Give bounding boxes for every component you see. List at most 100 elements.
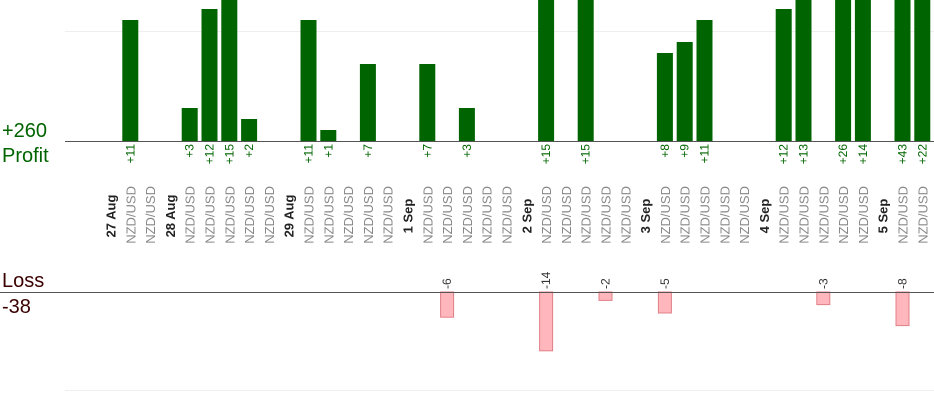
pair-label: NZD/USD: [816, 186, 831, 244]
pair-label: NZD/USD: [500, 186, 515, 244]
date-label: 1 Sep: [401, 199, 416, 234]
date-label: 27 Aug: [104, 195, 119, 238]
loss-value-label: -2: [599, 278, 613, 289]
profit-label: Profit: [2, 145, 49, 167]
loss-value-label: -14: [539, 271, 553, 289]
profit-bar: [122, 20, 139, 141]
pair-label: NZD/USD: [777, 186, 792, 244]
pair-label: NZD/USD: [222, 186, 237, 244]
pair-label: NZD/USD: [361, 186, 376, 244]
date-label: 4 Sep: [757, 199, 772, 234]
profit-value-label: +22: [915, 144, 929, 165]
pair-label: NZD/USD: [856, 186, 871, 244]
profit-bar: [320, 130, 337, 141]
date-label: 2 Sep: [519, 199, 534, 234]
profit-value-label: +12: [203, 144, 217, 165]
loss-value-label: -8: [896, 278, 910, 289]
profit-value-label: +3: [460, 144, 474, 158]
profit-value-label: +11: [698, 144, 712, 164]
profit-bar: [359, 64, 376, 141]
loss-bar: [598, 291, 613, 301]
date-label: 29 Aug: [282, 195, 297, 238]
pair-label: NZD/USD: [915, 186, 930, 244]
pair-label: NZD/USD: [658, 186, 673, 244]
pair-label: NZD/USD: [341, 186, 356, 244]
pair-label: NZD/USD: [143, 186, 158, 244]
profit-value-label: +15: [222, 144, 236, 165]
profit-bar: [676, 42, 693, 141]
profit-bar: [656, 53, 673, 141]
profit-value-label: +7: [420, 144, 434, 158]
profit-bar: [221, 0, 238, 141]
pair-label: NZD/USD: [321, 186, 336, 244]
pair-label: NZD/USD: [896, 186, 911, 244]
date-label: 3 Sep: [638, 199, 653, 234]
profit-bar: [914, 0, 931, 141]
pair-label: NZD/USD: [678, 186, 693, 244]
profit-value-label: +26: [836, 144, 850, 165]
profit-bar: [419, 64, 436, 141]
date-label: 28 Aug: [163, 195, 178, 238]
profit-value-label: +3: [183, 144, 197, 158]
profit-bar: [241, 119, 258, 141]
profit-bar: [458, 108, 475, 141]
profit-value-label: +14: [856, 144, 870, 165]
pair-label: NZD/USD: [242, 186, 257, 244]
profit-bar: [201, 9, 218, 141]
profit-value-label: +8: [658, 144, 672, 158]
pair-label: NZD/USD: [559, 186, 574, 244]
pair-label: NZD/USD: [539, 186, 554, 244]
pair-label: NZD/USD: [480, 186, 495, 244]
profit-total: +260: [2, 120, 48, 142]
pair-label: NZD/USD: [618, 186, 633, 244]
profit-value-label: +15: [539, 144, 553, 165]
profit-bar: [181, 108, 198, 141]
pair-label: NZD/USD: [737, 186, 752, 244]
loss-value-label: -6: [440, 278, 454, 289]
profit-bar: [795, 0, 812, 141]
profit-bar: [835, 0, 852, 141]
pair-label: NZD/USD: [579, 186, 594, 244]
loss-label: Loss: [2, 270, 45, 292]
profit-value-label: +43: [896, 144, 910, 165]
pair-label: NZD/USD: [302, 186, 317, 244]
loss-bar: [895, 291, 910, 327]
pair-label: NZD/USD: [599, 186, 614, 244]
profit-bar: [300, 20, 317, 141]
pair-label: NZD/USD: [440, 186, 455, 244]
profit-value-label: +2: [242, 144, 256, 158]
profit-value-label: +1: [321, 144, 335, 158]
profit-value-label: +15: [579, 144, 593, 165]
pair-label: NZD/USD: [797, 186, 812, 244]
profit-value-label: +11: [302, 144, 316, 164]
profit-bar: [775, 9, 792, 141]
profit-bar: [854, 0, 871, 141]
loss-bar: [440, 291, 455, 318]
pair-label: NZD/USD: [717, 186, 732, 244]
loss-value-label: -5: [658, 278, 672, 289]
loss-bar: [539, 291, 554, 352]
profit-value-label: +11: [123, 144, 137, 164]
pair-label: NZD/USD: [460, 186, 475, 244]
profit-value-label: +9: [678, 144, 692, 158]
pair-label: NZD/USD: [203, 186, 218, 244]
loss-value-label: -3: [816, 278, 830, 289]
pair-label: NZD/USD: [836, 186, 851, 244]
profit-bar: [538, 0, 555, 141]
date-label: 5 Sep: [876, 199, 891, 234]
loss-bar: [816, 291, 831, 306]
profit-bar: [696, 20, 713, 141]
loss-total: -38: [2, 296, 31, 318]
profit-bar: [894, 0, 911, 141]
pair-label: NZD/USD: [262, 186, 277, 244]
profit-bar: [577, 0, 594, 141]
pair-label: NZD/USD: [381, 186, 396, 244]
pair-label: NZD/USD: [698, 186, 713, 244]
pair-label: NZD/USD: [420, 186, 435, 244]
pair-label: NZD/USD: [183, 186, 198, 244]
profit-value-label: +12: [777, 144, 791, 165]
pair-label: NZD/USD: [123, 186, 138, 244]
profit-value-label: +13: [797, 144, 811, 165]
